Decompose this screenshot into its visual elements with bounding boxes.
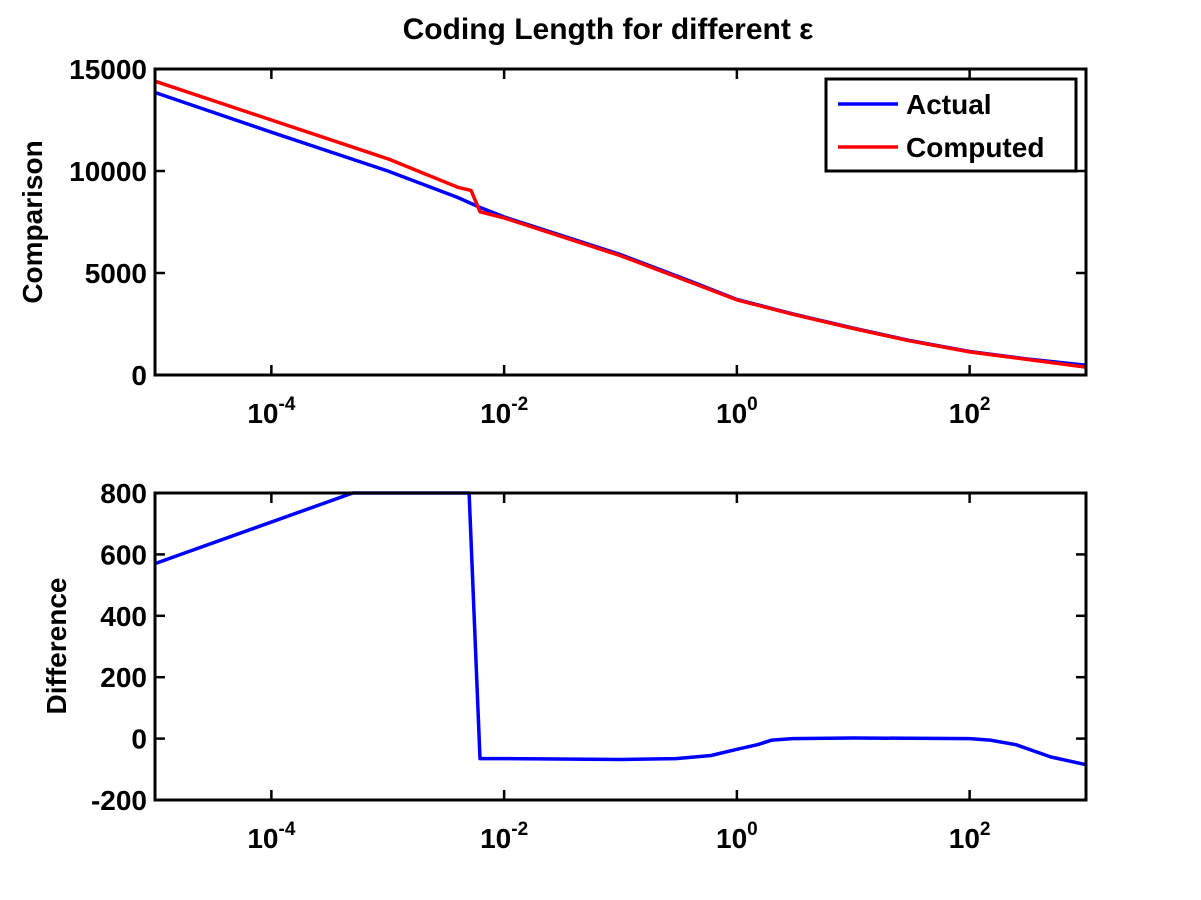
legend: Actual Computed bbox=[824, 77, 1078, 173]
comparison-axes-frame bbox=[153, 67, 1088, 377]
difference-y-tick-label: 600 bbox=[100, 539, 147, 570]
difference-series-difference-line bbox=[154, 491, 1087, 767]
legend-label-computed: Computed bbox=[906, 132, 1044, 163]
comparison-x-tick-label: 100 bbox=[716, 394, 758, 429]
comparison-axes: 10-4 10-2 100 102 0 5000 10000 15000 Comparison… bbox=[17, 54, 1088, 429]
comparison-y-axis-label: Comparison bbox=[17, 140, 48, 303]
comparison-y-tick-label: 15000 bbox=[69, 54, 147, 85]
difference-x-tick-label: 10-2 bbox=[480, 819, 528, 854]
legend-label-actual: Actual bbox=[906, 89, 992, 120]
comparison-plot-lines bbox=[154, 79, 1087, 369]
chart-title: Coding Length for different ε bbox=[403, 13, 814, 46]
difference-axes: 10-4 10-2 100 102 -200 0 200 400 600 800 Differen… bbox=[41, 478, 1088, 854]
comparison-y-tick-label: 5000 bbox=[85, 258, 147, 289]
comparison-x-tick-label: 10-4 bbox=[247, 394, 295, 429]
comparison-ticks: 10-4 10-2 100 102 0 5000 10000 15000 bbox=[69, 54, 1086, 429]
difference-ticks: 10-4 10-2 100 102 -200 0 200 400 600 800 bbox=[91, 478, 1086, 854]
difference-x-tick-label: 10-4 bbox=[247, 819, 295, 854]
comparison-y-tick-label: 0 bbox=[131, 360, 147, 391]
comparison-x-tick-label: 10-2 bbox=[480, 394, 528, 429]
difference-x-tick-label: 102 bbox=[949, 819, 991, 854]
difference-y-axis-label: Difference bbox=[41, 578, 72, 715]
comparison-x-tick-label: 102 bbox=[949, 394, 991, 429]
comparison-y-tick-label: 10000 bbox=[69, 156, 147, 187]
difference-y-tick-label: 400 bbox=[100, 601, 147, 632]
difference-y-tick-label: -200 bbox=[91, 785, 147, 816]
difference-y-tick-label: 200 bbox=[100, 662, 147, 693]
legend-box bbox=[824, 77, 1078, 173]
comparison-series-computed-line bbox=[154, 79, 1087, 369]
difference-y-tick-label: 0 bbox=[131, 724, 147, 755]
difference-x-tick-label: 100 bbox=[716, 819, 758, 854]
difference-y-tick-label: 800 bbox=[100, 478, 147, 509]
difference-plot-lines bbox=[154, 491, 1087, 767]
difference-axes-frame bbox=[153, 491, 1088, 802]
